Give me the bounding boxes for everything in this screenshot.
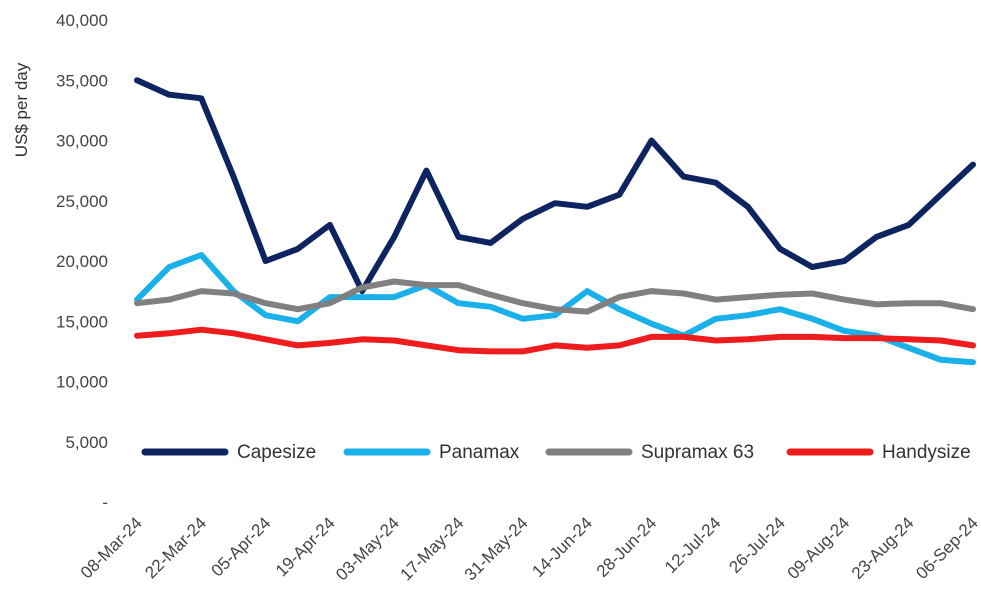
- y-tick-label: 10,000: [56, 373, 108, 392]
- series-line: [134, 326, 976, 355]
- x-tick-label: 06-Sep-24: [912, 513, 981, 583]
- x-tick-label: 09-Aug-24: [784, 513, 854, 583]
- x-tick-label: 12-Jul-24: [661, 513, 725, 577]
- x-tick-label: 14-Jun-24: [528, 513, 596, 581]
- y-tick-label: 15,000: [56, 312, 108, 331]
- x-tick-label: 22-Mar-24: [141, 513, 210, 582]
- series-line: [134, 278, 976, 315]
- y-tick-label: 20,000: [56, 252, 108, 271]
- y-tick-label: 25,000: [56, 192, 108, 211]
- x-tick-label: 05-Apr-24: [208, 513, 275, 580]
- x-tick-label: 19-Apr-24: [272, 513, 339, 580]
- y-tick-label: 40,000: [56, 11, 108, 30]
- x-tick-label: 08-Mar-24: [77, 513, 146, 582]
- y-tick-label: 5,000: [65, 433, 108, 452]
- series-line: [134, 77, 976, 295]
- x-tick-label: 23-Aug-24: [848, 513, 918, 583]
- x-tick-label: 28-Jun-24: [593, 513, 661, 581]
- series-line: [134, 252, 976, 366]
- y-tick-label: -: [102, 493, 108, 512]
- y-tick-label: 35,000: [56, 71, 108, 90]
- legend-label: Capesize: [237, 442, 316, 463]
- y-axis-label: US$ per day: [12, 62, 31, 157]
- y-tick-label: 30,000: [56, 132, 108, 151]
- x-tick-label: 31-May-24: [461, 513, 532, 584]
- legend-label: Panamax: [439, 442, 520, 463]
- legend-label: Supramax 63: [641, 442, 754, 463]
- x-tick-label: 03-May-24: [332, 513, 403, 584]
- legend-label: Handysize: [882, 442, 971, 463]
- x-tick-label: 17-May-24: [396, 513, 467, 584]
- x-tick-label: 26-Jul-24: [725, 513, 789, 577]
